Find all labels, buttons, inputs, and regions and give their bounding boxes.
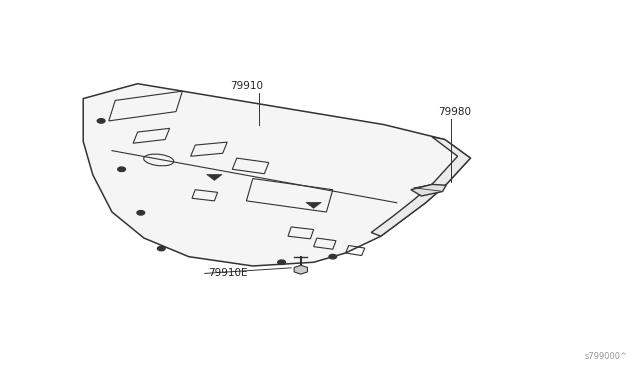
Polygon shape xyxy=(411,185,446,196)
Text: 79910E: 79910E xyxy=(208,269,248,278)
Polygon shape xyxy=(207,174,222,180)
Text: s799000^: s799000^ xyxy=(584,352,627,361)
Polygon shape xyxy=(371,137,470,236)
Polygon shape xyxy=(294,265,307,274)
Polygon shape xyxy=(83,84,470,266)
Circle shape xyxy=(137,211,145,215)
Circle shape xyxy=(97,119,105,123)
Text: 79980: 79980 xyxy=(438,107,472,117)
Circle shape xyxy=(118,167,125,171)
Circle shape xyxy=(278,260,285,264)
Circle shape xyxy=(329,254,337,259)
Text: 79910: 79910 xyxy=(230,81,263,91)
Polygon shape xyxy=(306,202,321,208)
Circle shape xyxy=(157,246,165,251)
